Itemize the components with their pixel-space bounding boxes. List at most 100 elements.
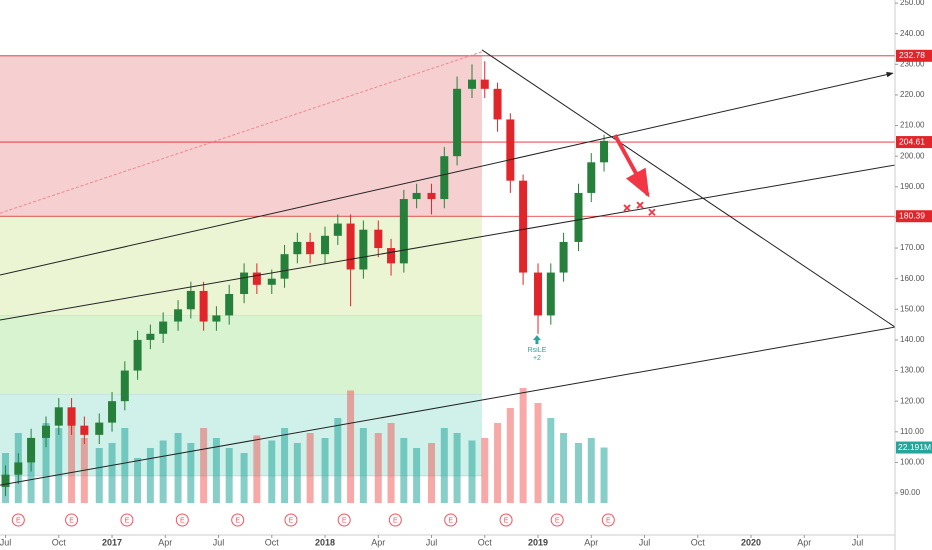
price-label: 180.39 — [899, 210, 925, 220]
volume-bar — [494, 423, 502, 503]
candle-body — [453, 88, 462, 157]
candle-body — [387, 248, 396, 264]
volume-bar — [587, 438, 595, 503]
candle-body — [587, 162, 596, 193]
volume-bar — [321, 438, 329, 503]
x-tick-label: Jul — [639, 537, 651, 547]
volume-bar — [400, 438, 408, 503]
earnings-label: E — [606, 517, 611, 524]
volume-bar — [27, 440, 35, 503]
volume-bar — [268, 440, 276, 503]
x-marker — [623, 204, 631, 212]
earnings-icon — [11, 513, 25, 527]
y-tick-label: 220.00 — [900, 90, 925, 99]
volume-bar — [174, 433, 182, 503]
candle-body — [559, 241, 568, 273]
candle-body — [321, 235, 330, 255]
earnings-label: E — [504, 517, 509, 524]
price-label-box — [896, 136, 932, 149]
candle-body — [54, 407, 63, 426]
candle-body — [120, 370, 129, 402]
candle-body — [80, 425, 89, 435]
trend-line — [613, 134, 650, 198]
candle-body — [427, 192, 436, 200]
price-label: 232.78 — [899, 50, 925, 60]
earnings-icon — [120, 513, 134, 527]
volume-bar — [387, 423, 395, 503]
x-tick-label: Jul — [0, 537, 11, 547]
candle-body — [346, 223, 355, 270]
candle-body — [240, 272, 249, 294]
price-label-box — [896, 210, 932, 223]
volume-bar — [481, 438, 489, 503]
y-tick-label: 240.00 — [900, 29, 925, 38]
candle-body — [333, 223, 342, 236]
volume-bar — [468, 440, 476, 503]
candle-body — [574, 192, 583, 242]
volume-bar — [428, 443, 436, 503]
earnings-icon — [175, 513, 189, 527]
volume-bar — [293, 443, 301, 503]
candle-body — [14, 462, 23, 475]
candle-body — [440, 156, 449, 200]
volume-bar — [347, 390, 355, 503]
x-tick-label: Jul — [426, 537, 438, 547]
volume-bar — [68, 415, 76, 503]
candle-body — [133, 339, 142, 371]
signal-sublabel: +2 — [533, 355, 541, 362]
x-tick-label: Oct — [265, 537, 280, 547]
x-tick-label: Jul — [213, 537, 225, 547]
candle-body — [42, 425, 51, 438]
volume-bar — [453, 433, 461, 503]
volume-bar — [359, 428, 367, 503]
volume-bar — [600, 447, 608, 503]
y-tick-label: 140.00 — [900, 335, 925, 344]
earnings-label: E — [289, 517, 294, 524]
earnings-label: E — [16, 517, 21, 524]
volume-bar — [146, 448, 154, 503]
candle-body — [225, 293, 234, 316]
signal-label: RsiLE — [528, 347, 547, 354]
earnings-label: E — [125, 517, 130, 524]
candle-body — [199, 290, 208, 322]
earnings-icon — [601, 513, 615, 527]
earnings-icon — [499, 513, 513, 527]
x-marker — [648, 208, 656, 216]
volume-bar — [200, 428, 208, 503]
volume-bar — [42, 423, 50, 503]
y-tick-label: 170.00 — [900, 243, 925, 252]
volume-bar — [55, 428, 63, 503]
volume-bar — [253, 435, 261, 503]
candle-body — [1, 474, 10, 487]
earnings-label: E — [448, 517, 453, 524]
earnings-label: E — [235, 517, 240, 524]
volume-bar — [519, 388, 527, 503]
candle-body — [280, 254, 289, 279]
volume-bar — [240, 453, 248, 503]
x-tick-label: Apr — [797, 537, 811, 547]
volume-bar — [334, 418, 342, 503]
volume-bar — [413, 448, 421, 503]
earnings-icon — [388, 513, 402, 527]
volume-bar — [187, 443, 195, 503]
fib-zone — [0, 216, 483, 316]
candle-body — [212, 315, 221, 322]
candle-body — [534, 272, 543, 316]
volume-label-box — [896, 441, 932, 454]
x-tick-label: 2020 — [741, 537, 761, 547]
candle-body — [506, 119, 515, 181]
x-marker — [636, 201, 644, 209]
volume-bar — [121, 428, 129, 503]
fib-zone — [0, 315, 483, 395]
signal-arrow — [532, 335, 541, 345]
candle-body — [95, 422, 104, 435]
x-tick-label: 2017 — [102, 537, 122, 547]
candle-body — [174, 309, 183, 322]
candle-body — [186, 290, 195, 310]
trend-line — [0, 326, 896, 486]
candle-body — [252, 272, 261, 285]
volume-bar — [506, 408, 514, 503]
y-tick-label: 200.00 — [900, 151, 925, 160]
y-tick-label: 150.00 — [900, 304, 925, 313]
volume-bar — [440, 428, 448, 503]
